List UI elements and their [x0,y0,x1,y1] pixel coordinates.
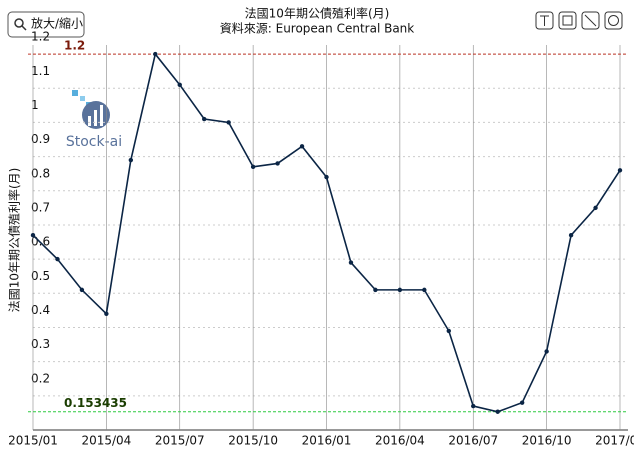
y-tick-label: 1.1 [31,64,50,78]
reference-label: 1.2 [64,39,85,53]
data-point [30,233,36,238]
zoom-button[interactable]: 放大/縮小 [7,11,85,38]
search-icon-handle [21,25,27,31]
tool-rect-icon [562,15,573,26]
y-tick-label: 0.7 [31,200,50,214]
y-tick-label: 1 [31,98,39,112]
y-tick-label: 0.3 [31,337,50,351]
chart-subtitle: 資料來源: European Central Bank [220,22,415,36]
tool-rect[interactable] [558,11,577,30]
logo-bar [88,116,91,126]
data-point [299,144,305,149]
x-tick-label: 2016/10 [522,434,572,448]
data-point [471,403,476,409]
data-point [397,287,403,293]
data-point [250,164,256,170]
logo-pixel [72,90,78,96]
y-tick-label: 0.2 [31,371,50,385]
data-point [202,116,207,122]
data-point [324,174,329,180]
data-point [544,349,549,354]
y-axis-label: 法國10年期公債殖利率(月) [7,168,22,313]
logo-bar [100,105,103,126]
data-point [79,287,85,293]
x-tick-label: 2017/01 [595,434,634,448]
y-tick-label: 0.8 [31,166,50,180]
data-point [519,400,525,405]
zoom-button-label[interactable]: 放大/縮小 [31,16,83,31]
y-tick-label: 0.5 [31,269,50,283]
data-point [422,287,427,293]
toolbar [535,11,623,30]
x-tick-label: 2015/10 [228,434,278,448]
x-tick-label: 2016/07 [448,434,498,448]
data-point [153,51,158,57]
x-tick-label: 2015/07 [155,434,205,448]
data-point [177,82,182,88]
data-point [495,409,500,414]
data-point [593,205,598,211]
logo-text: Stock-ai [66,134,122,150]
data-point [568,233,574,238]
x-tick-label: 2015/01 [8,434,58,448]
data-point [446,328,451,334]
tool-circle-icon [608,15,619,26]
logo-pixel [80,96,85,101]
y-tick-label: 0.4 [31,303,50,317]
data-point [617,168,623,173]
x-tick-label: 2016/04 [375,434,425,448]
tool-circle[interactable] [604,11,623,30]
data-point [275,161,280,166]
data-point [348,260,354,265]
data-point [128,157,134,163]
search-icon [14,18,24,28]
y-tick-label: 1.2 [31,30,50,44]
data-point [373,287,378,293]
x-tick-label: 2015/04 [81,434,131,448]
reference-label: 0.153435 [64,396,127,410]
tool-line-icon [584,14,597,27]
logo-bar [94,110,97,126]
data-point [55,256,60,262]
tool-text-icon [540,15,549,26]
x-tick-label: 2016/01 [302,434,352,448]
y-tick-label: 0.9 [31,132,50,146]
chart-title: 法國10年期公債殖利率(月) [245,6,390,21]
data-point [104,311,109,317]
zoom-button-frame[interactable] [7,11,85,38]
data-point [226,120,231,125]
